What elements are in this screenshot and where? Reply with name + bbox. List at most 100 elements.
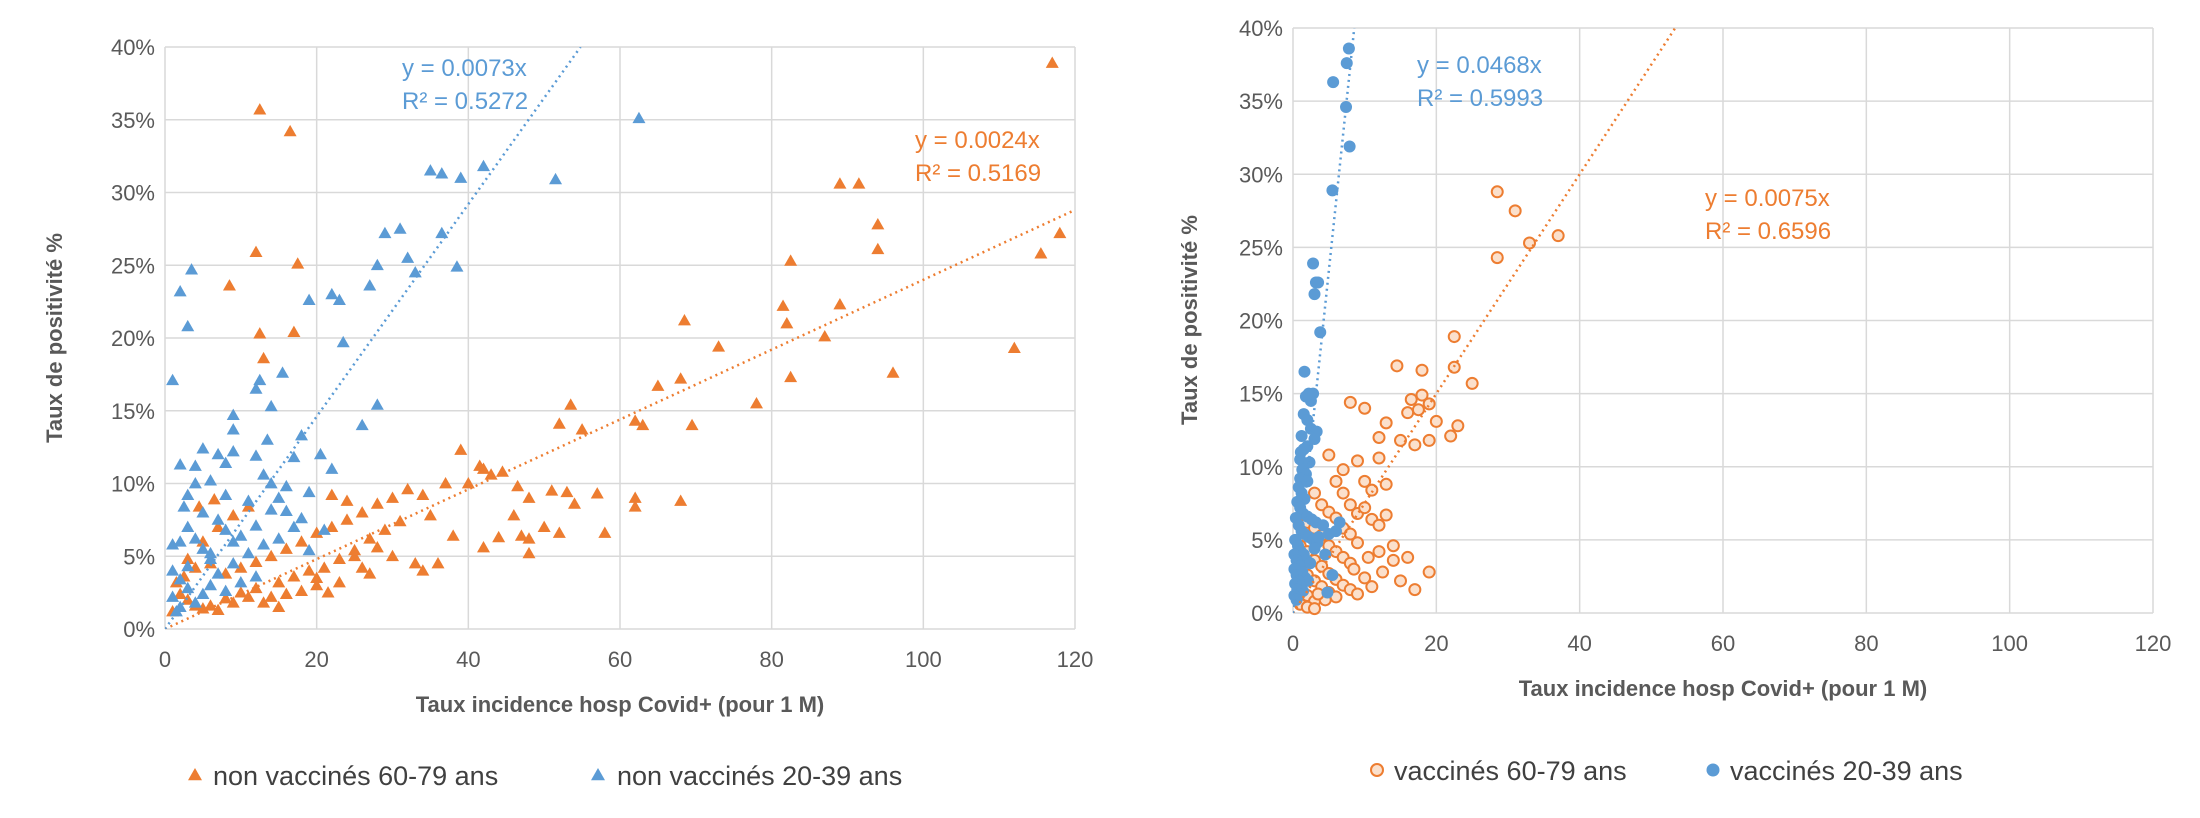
data-point <box>886 366 900 378</box>
data-point <box>173 535 187 547</box>
data-point <box>1312 276 1325 289</box>
data-point <box>1386 553 1400 567</box>
data-point <box>1447 330 1461 344</box>
data-point <box>249 382 263 394</box>
x-tick-label: 40 <box>1567 631 1591 656</box>
data-point <box>226 444 240 457</box>
data-point <box>1372 518 1386 532</box>
data-point <box>1340 100 1353 113</box>
data-point <box>1343 395 1357 409</box>
data-point <box>1310 425 1323 438</box>
data-point <box>173 587 187 599</box>
data-point <box>1304 557 1317 570</box>
data-point <box>272 575 286 588</box>
data-point <box>514 529 528 541</box>
data-point <box>241 590 255 602</box>
data-point <box>1422 397 1436 411</box>
data-point <box>712 340 726 352</box>
data-point <box>1351 454 1364 468</box>
data-point <box>833 298 847 310</box>
data-point <box>1308 602 1321 616</box>
data-point <box>332 293 346 306</box>
data-point <box>598 526 612 538</box>
data-point <box>188 477 202 489</box>
x-tick-label: 40 <box>456 647 480 672</box>
data-point <box>435 167 449 179</box>
data-point <box>166 590 180 602</box>
data-point <box>1053 226 1067 239</box>
data-point <box>264 477 278 489</box>
x-tick-label: 100 <box>905 647 942 672</box>
data-point <box>1308 542 1321 555</box>
data-point <box>1465 376 1479 390</box>
data-point <box>495 465 509 477</box>
data-point <box>370 398 384 410</box>
y-tick-label: 20% <box>111 326 155 351</box>
legend-label: non vaccinés 60-79 ans <box>213 761 498 791</box>
data-point <box>287 325 301 338</box>
data-point <box>234 561 248 573</box>
data-point <box>1321 586 1334 599</box>
data-point <box>283 124 297 137</box>
data-point <box>222 279 236 291</box>
gridlines <box>1292 27 2154 614</box>
data-point <box>435 226 449 239</box>
data-point <box>181 581 195 594</box>
data-point <box>522 491 536 503</box>
y-tick-label: 35% <box>1239 89 1283 114</box>
data-point <box>628 414 642 426</box>
x-tick-label: 80 <box>759 647 783 672</box>
data-point <box>1336 463 1350 477</box>
x-tick-label: 100 <box>1991 631 2028 656</box>
data-point <box>1401 550 1415 564</box>
data-point <box>325 520 339 533</box>
data-point <box>651 379 665 391</box>
data-point <box>219 591 233 604</box>
data-point <box>871 242 885 255</box>
data-point <box>310 526 324 538</box>
data-point <box>1551 229 1565 243</box>
data-point <box>317 523 331 535</box>
data-point <box>370 497 384 509</box>
data-point <box>279 542 293 554</box>
data-point <box>325 287 339 300</box>
series-vaccinés-20-39-ans <box>1288 42 1356 606</box>
data-point <box>325 462 339 474</box>
data-point <box>196 535 210 547</box>
y-tick-label: 40% <box>1239 16 1283 41</box>
trendline-equation: y = 0.0024x <box>915 127 1040 154</box>
legend-label: vaccinés 20-39 ans <box>1730 756 1963 786</box>
data-point <box>1523 236 1536 250</box>
trendline <box>1293 28 1677 613</box>
data-point <box>492 530 506 543</box>
data-point <box>272 600 286 613</box>
data-point <box>234 575 248 588</box>
data-point <box>272 491 286 503</box>
legend-marker <box>591 768 605 781</box>
data-point <box>818 330 832 342</box>
data-point <box>302 543 316 556</box>
y-tick-label: 25% <box>111 253 155 278</box>
data-point <box>386 549 399 562</box>
data-point <box>1379 416 1393 430</box>
data-point <box>590 487 604 499</box>
data-point <box>287 520 301 533</box>
data-point <box>450 260 464 272</box>
data-point <box>552 417 566 429</box>
data-point <box>363 532 377 544</box>
data-point <box>204 546 217 559</box>
data-point <box>545 484 559 496</box>
data-point <box>249 519 263 531</box>
data-point <box>636 418 650 431</box>
series-non-vaccinés-20-39-ans <box>166 111 646 617</box>
data-point <box>1372 451 1386 465</box>
y-tick-label: 25% <box>1239 235 1283 260</box>
x-tick-label: 0 <box>159 647 171 672</box>
data-point <box>833 177 847 189</box>
data-point <box>253 103 267 115</box>
data-point <box>1329 474 1343 488</box>
data-point <box>363 279 377 291</box>
trendline-r2: R² = 0.5272 <box>402 88 528 115</box>
data-point <box>852 177 866 189</box>
data-point <box>181 319 195 332</box>
